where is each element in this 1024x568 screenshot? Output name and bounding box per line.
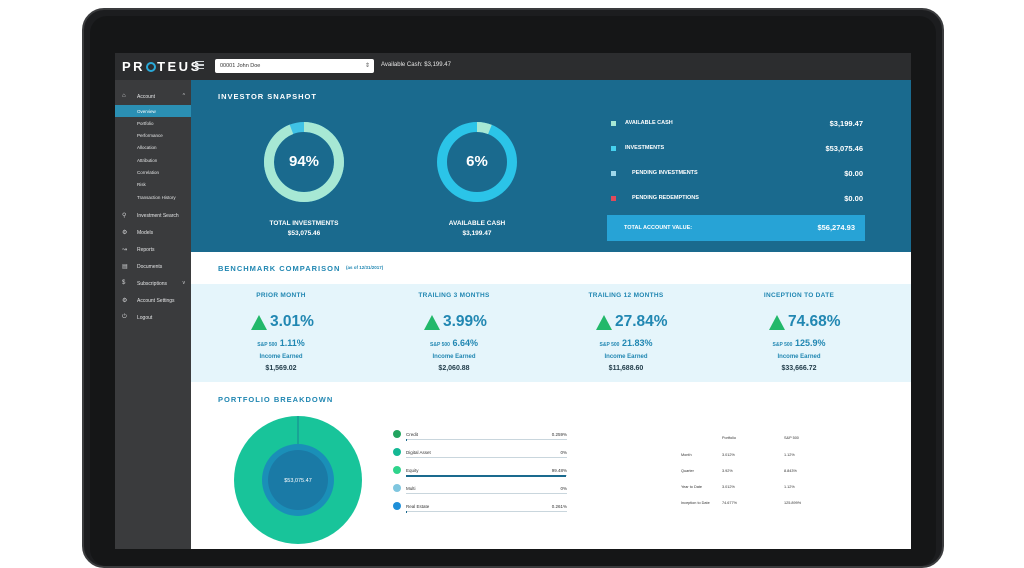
sidebar-item-investment-search[interactable]: ⚲ Investment Search — [115, 207, 191, 224]
dollar-icon: $ — [122, 280, 125, 286]
sidebar-subitem-attribution[interactable]: Attribution — [115, 154, 191, 166]
sidebar-subitem-allocation[interactable]: Allocation — [115, 142, 191, 154]
allocation-track — [406, 493, 567, 494]
sidebar-subitem-transaction-history[interactable]: Transaction History — [115, 191, 191, 203]
logout-icon: ⏻ — [122, 314, 127, 321]
sidebar-item-account[interactable]: ⌂ Account ^ — [115, 88, 191, 105]
sidebar-item-reports[interactable]: ↝ Reports — [115, 241, 191, 258]
allocation-dot — [393, 502, 401, 510]
perf-row-label: Quarter — [681, 469, 694, 473]
main-content: INVESTOR SNAPSHOT 94% TOTAL INVESTMENTS … — [191, 80, 911, 549]
available-cash-pct: 6% — [432, 153, 522, 170]
perf-row-portfolio: 3.92% — [722, 469, 733, 473]
legend-pending-redemptions: PENDING REDEMPTIONS $0.00 — [611, 194, 863, 206]
perf-row-label: Year to Date — [681, 485, 702, 489]
perf-row-portfolio: 74.677% — [722, 501, 737, 505]
settings-icon: ⚙ — [122, 297, 127, 304]
up-arrow-icon — [596, 315, 612, 330]
benchmark-prior-month: PRIOR MONTH 3.01% S&P 500 1.11% Income E… — [191, 284, 371, 382]
benchmark-trailing-3-months: TRAILING 3 MONTHS 3.99% S&P 500 6.64% In… — [364, 284, 544, 382]
allocation-digital-asset[interactable]: Digital Asset 0% — [393, 448, 567, 462]
benchmark-as-of: (as of 12/31/2017) — [346, 265, 383, 270]
select-caret-icon: ⇕ — [365, 62, 370, 69]
legend-swatch — [611, 121, 616, 126]
perf-row-sp500: 1.12% — [784, 485, 795, 489]
benchmark-inception-to-date: INCEPTION TO DATE 74.68% S&P 500 125.9% … — [709, 284, 889, 382]
available-cash-header: Available Cash: $3,199.47 — [381, 62, 451, 68]
legend-pending-investments: PENDING INVESTMENTS $0.00 — [611, 169, 863, 181]
home-icon: ⌂ — [122, 93, 126, 99]
chevron-down-icon[interactable]: v — [183, 280, 186, 286]
perf-header-sp500: S&P 500 — [784, 436, 799, 440]
allocation-dot — [393, 430, 401, 438]
sidebar-subitem-performance[interactable]: Performance — [115, 130, 191, 142]
chart-icon: ↝ — [122, 246, 127, 253]
legend-swatch — [611, 196, 616, 201]
allocation-track — [406, 439, 567, 440]
allocation-dot — [393, 484, 401, 492]
sidebar-subitem-risk[interactable]: Risk — [115, 179, 191, 191]
total-investments-label: TOTAL INVESTMENTS $53,075.46 — [244, 219, 364, 239]
account-submenu: Overview Portfolio Performance Allocatio… — [115, 105, 191, 207]
sidebar: ⌂ Account ^ Overview Portfolio Performan… — [115, 80, 191, 549]
portfolio-donut: $53,075.47 — [233, 415, 363, 545]
up-arrow-icon — [769, 315, 785, 330]
pie-center-value: $53,075.47 — [284, 478, 312, 484]
legend-swatch — [611, 171, 616, 176]
sidebar-item-documents[interactable]: ▤ Documents — [115, 258, 191, 275]
legend-available-cash: AVAILABLE CASH $3,199.47 — [611, 119, 863, 131]
hamburger-icon[interactable] — [195, 61, 204, 69]
perf-row-sp500: 1.12% — [784, 453, 795, 457]
allocation-track — [406, 457, 567, 458]
account-select[interactable]: 00001 John Doe ⇕ — [215, 59, 374, 73]
sidebar-item-models[interactable]: ⚙ Models — [115, 224, 191, 241]
total-investments-pct: 94% — [259, 153, 349, 170]
allocation-dot — [393, 466, 401, 474]
chevron-up-icon[interactable]: ^ — [183, 93, 185, 99]
perf-row-sp500: 8.843% — [784, 469, 797, 473]
allocation-credit[interactable]: Credit 0.259% — [393, 430, 567, 444]
perf-row-label: Month — [681, 453, 692, 457]
allocation-multi[interactable]: Multi 0% — [393, 484, 567, 498]
sidebar-subitem-correlation[interactable]: Correlation — [115, 166, 191, 178]
available-cash-label: AVAILABLE CASH $3,199.47 — [417, 219, 537, 239]
logo-ring-icon — [146, 62, 156, 72]
sidebar-item-logout[interactable]: ⏻ Logout — [115, 309, 191, 326]
benchmark-trailing-12-months: TRAILING 12 MONTHS 27.84% S&P 500 21.83%… — [536, 284, 716, 382]
allocation-equity[interactable]: Equity 99.48% — [393, 466, 567, 480]
search-icon: ⚲ — [122, 212, 126, 219]
up-arrow-icon — [251, 315, 267, 330]
sidebar-subitem-overview[interactable]: Overview — [115, 105, 191, 117]
perf-row-portfolio: 3.012% — [722, 485, 735, 489]
perf-header-portfolio: Portfolio — [722, 436, 736, 440]
perf-row-label: Inception to Date — [681, 501, 710, 505]
allocation-real-estate[interactable]: Real Estate 0.261% — [393, 502, 567, 516]
investor-snapshot-panel: INVESTOR SNAPSHOT 94% TOTAL INVESTMENTS … — [191, 80, 911, 252]
legend-investments: INVESTMENTS $53,075.46 — [611, 144, 863, 156]
benchmark-title: BENCHMARK COMPARISON — [218, 264, 340, 273]
legend-swatch — [611, 146, 616, 151]
perf-row-sp500: 125.899% — [784, 501, 801, 505]
benchmark-header: BENCHMARK COMPARISON (as of 12/31/2017) — [191, 252, 911, 284]
up-arrow-icon — [424, 315, 440, 330]
sidebar-item-subscriptions[interactable]: $ Subscriptions v — [115, 275, 191, 292]
allocation-track — [406, 511, 567, 512]
snapshot-title: INVESTOR SNAPSHOT — [218, 92, 317, 101]
benchmark-panel: PRIOR MONTH 3.01% S&P 500 1.11% Income E… — [191, 284, 911, 382]
allocation-dot — [393, 448, 401, 456]
perf-row-portfolio: 3.012% — [722, 453, 735, 457]
sidebar-item-account-settings[interactable]: ⚙ Account Settings — [115, 292, 191, 309]
document-icon: ▤ — [122, 263, 128, 270]
gear-icon: ⚙ — [122, 229, 127, 236]
account-select-value: 00001 John Doe — [220, 63, 260, 69]
total-account-value-box: TOTAL ACCOUNT VALUE: $56,274.93 — [607, 215, 865, 241]
allocation-track — [406, 475, 567, 476]
sidebar-subitem-portfolio[interactable]: Portfolio — [115, 117, 191, 129]
allocation-fill — [406, 475, 566, 477]
portfolio-title: PORTFOLIO BREAKDOWN — [218, 395, 333, 404]
